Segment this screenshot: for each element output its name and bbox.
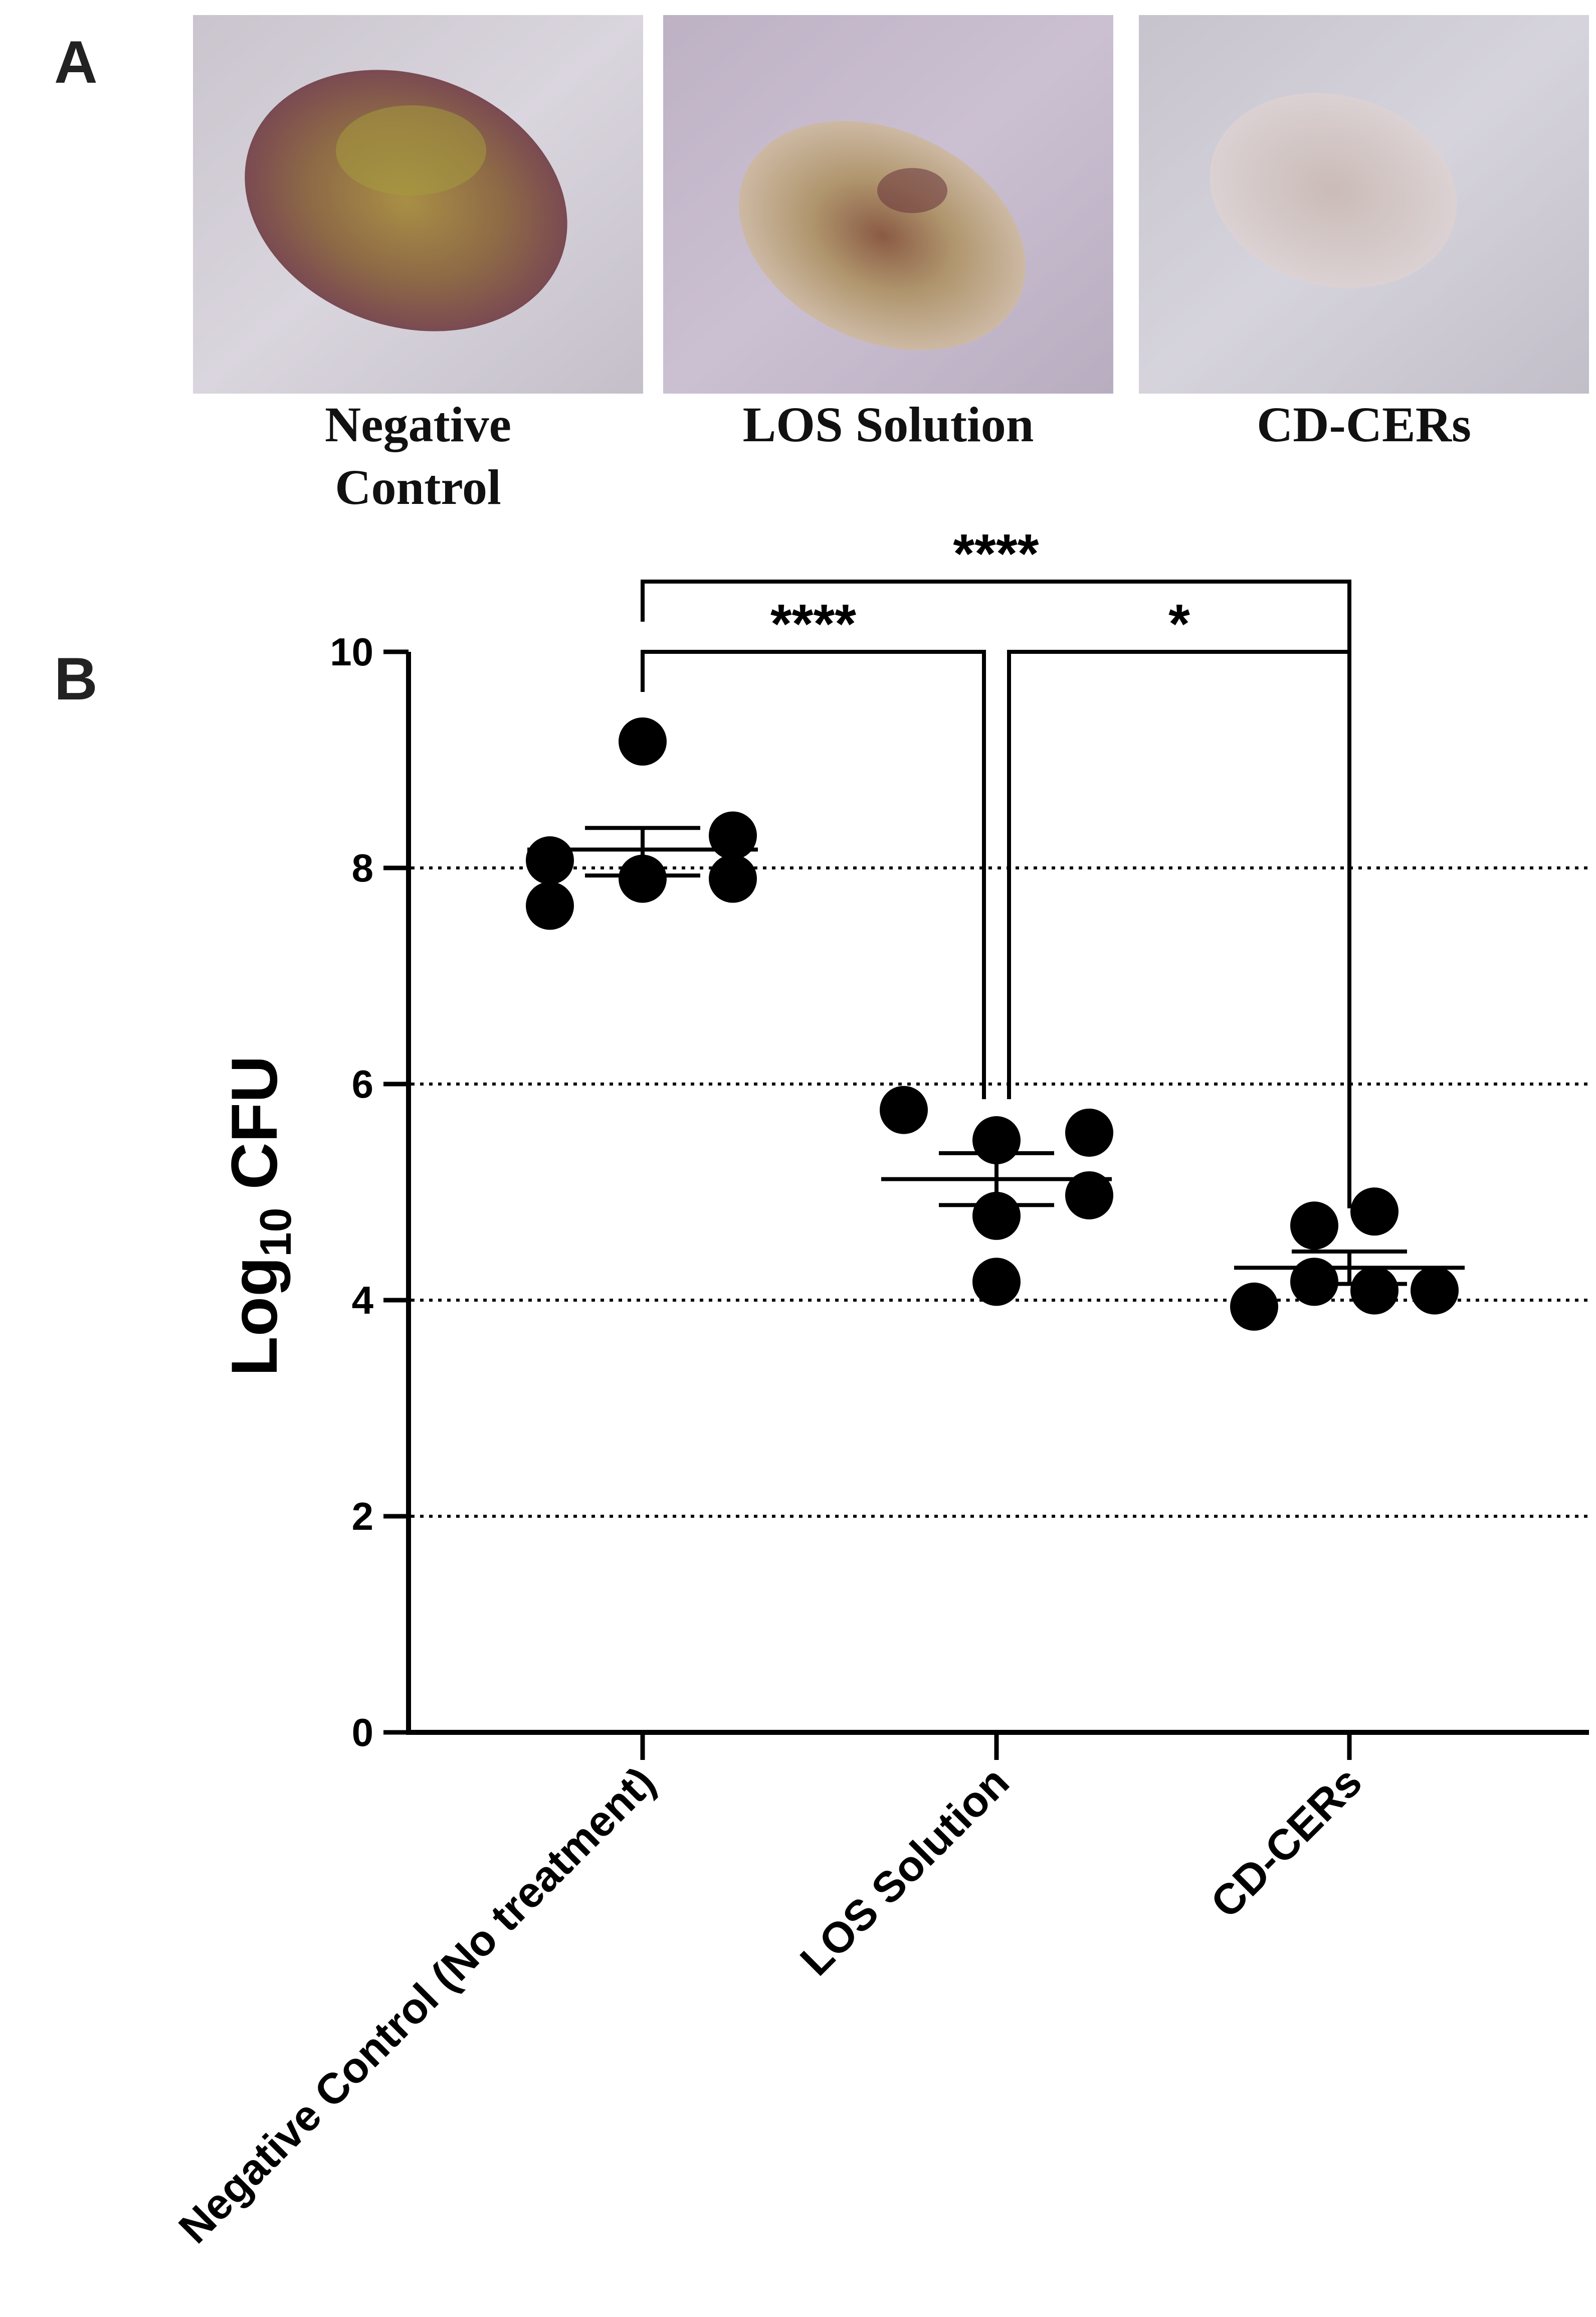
data-point-1-1 [972, 1116, 1021, 1165]
y-tick-label-4: 8 [352, 846, 373, 890]
photo-negative-control [193, 15, 643, 394]
y-tick-label-0: 0 [352, 1710, 373, 1754]
bracket-2 [1007, 650, 1351, 1208]
bracket-0 [641, 579, 1351, 664]
y-axis-title: Log10 CFU [218, 1055, 300, 1376]
data-point-1-2 [972, 1191, 1021, 1240]
panel-b-label: B [54, 645, 98, 712]
data-point-0-0 [619, 717, 667, 766]
data-point-1-3 [972, 1258, 1021, 1306]
x-tick-label-0: Negative Control (No treatment) [170, 1758, 665, 2253]
data-point-2-3 [1350, 1187, 1399, 1236]
caption-los-solution: LOS Solution [743, 397, 1034, 452]
data-point-0-5 [709, 854, 757, 903]
data-point-2-2 [1290, 1258, 1338, 1306]
photo-los-solution [663, 15, 1113, 394]
caption-cd-cers: CD-CERs [1257, 397, 1471, 452]
data-point-1-0 [880, 1086, 928, 1134]
data-point-2-0 [1230, 1282, 1278, 1331]
y-ticks: 0 2 4 6 8 10 [330, 630, 409, 1754]
data-point-0-1 [526, 836, 574, 884]
data-point-0-4 [709, 811, 757, 860]
photo-cd-cers [1139, 15, 1589, 394]
data-point-0-2 [526, 881, 574, 930]
caption-negative-control-line2: Control [335, 459, 501, 515]
data-point-2-4 [1350, 1266, 1399, 1315]
bracket-1 [641, 650, 986, 1100]
x-tick-label-1: LOS Solution [791, 1758, 1018, 1985]
data-point-2-1 [1290, 1201, 1338, 1250]
y-tick-label-1: 2 [352, 1494, 373, 1538]
panel-a-label: A [54, 29, 98, 96]
significance-label-0: **** [953, 523, 1039, 585]
data-point-2-5 [1411, 1266, 1459, 1315]
caption-negative-control-line1: Negative [325, 397, 511, 452]
data-points [526, 717, 1459, 1331]
y-tick-label-2: 4 [352, 1278, 373, 1322]
x-ticks: Negative Control (No treatment) LOS Solut… [170, 1732, 1371, 2252]
data-point-1-4 [1065, 1108, 1113, 1157]
x-tick-label-2: CD-CERs [1202, 1758, 1371, 1927]
significance-brackets: ******** * [641, 523, 1351, 1208]
significance-label-1: **** [770, 593, 856, 655]
data-point-1-5 [1065, 1171, 1113, 1219]
data-point-0-3 [619, 854, 667, 903]
y-tick-label-3: 6 [352, 1062, 373, 1106]
y-tick-label-5: 10 [330, 630, 373, 674]
significance-label-2: * [1168, 593, 1190, 655]
